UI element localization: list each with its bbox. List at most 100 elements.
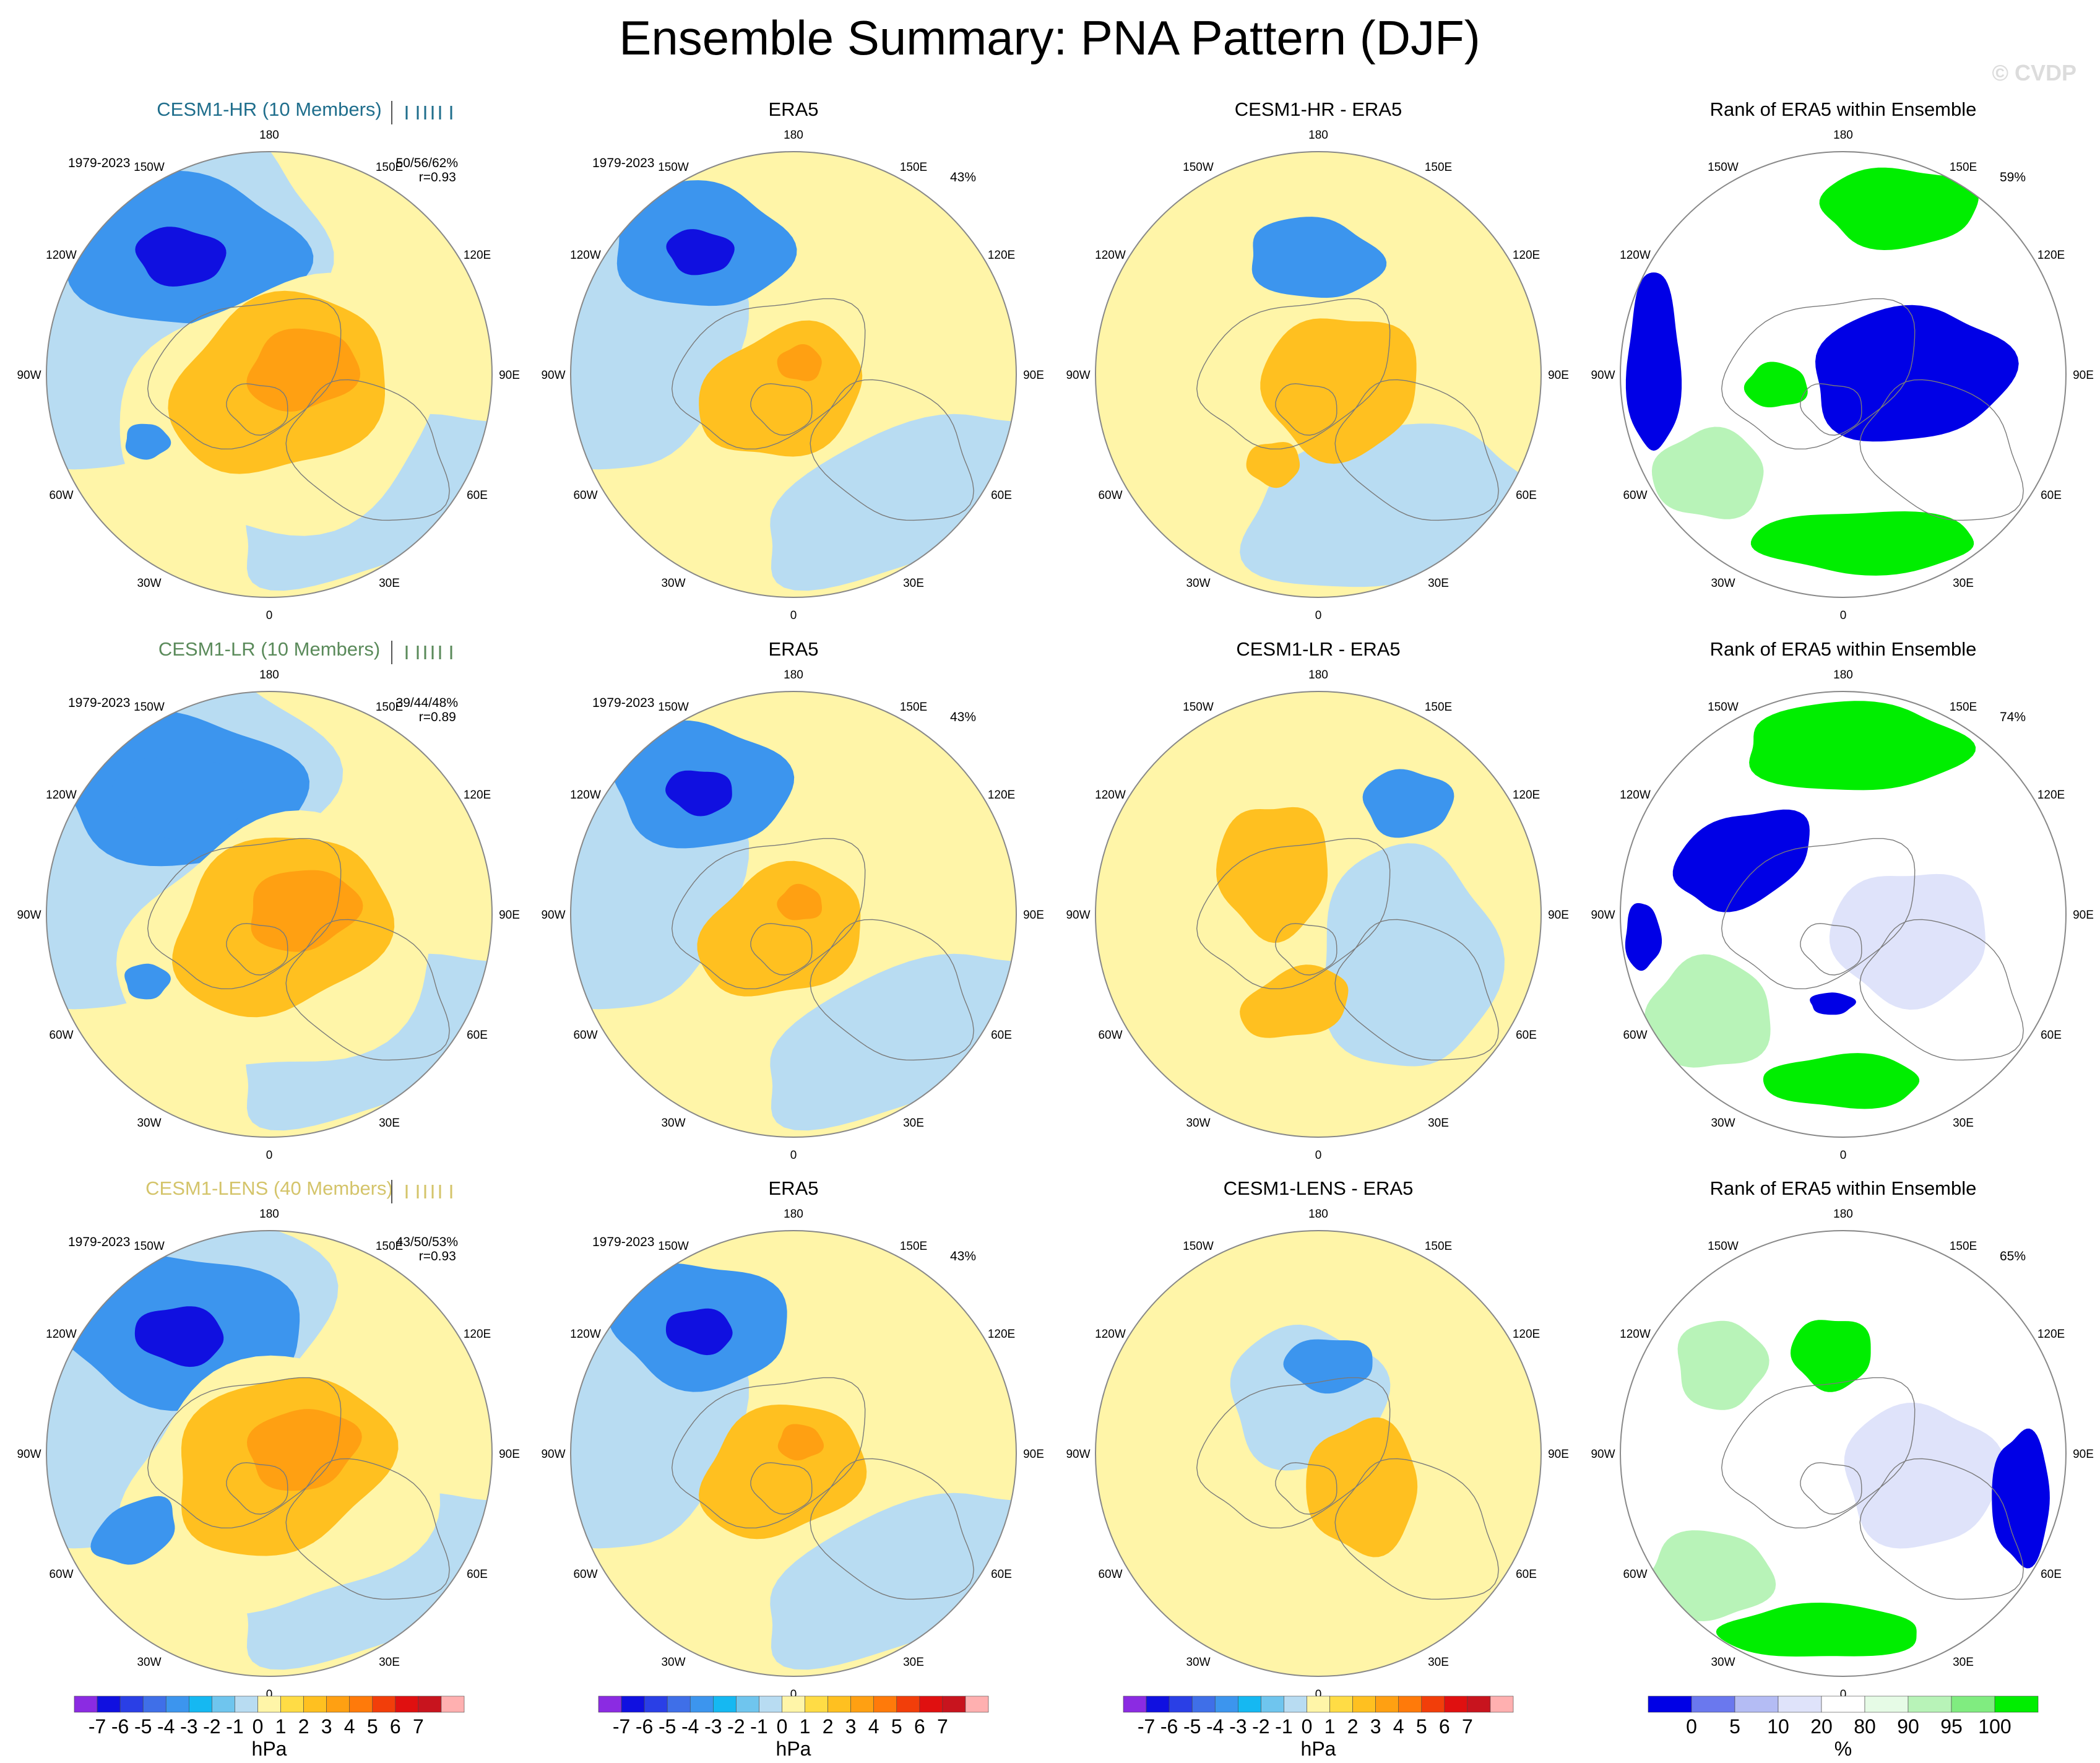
- field-contour: [666, 229, 735, 275]
- lon-label: 0: [266, 1688, 273, 1701]
- colorbar-swatch: [782, 1696, 805, 1713]
- colorbar-label: -7: [613, 1715, 630, 1738]
- colorbar-swatch: [1398, 1696, 1422, 1713]
- colorbar-label: -2: [727, 1715, 745, 1738]
- lon-label: 180: [784, 669, 803, 682]
- lon-label: 150E: [1425, 701, 1452, 714]
- colorbar-label: -2: [203, 1715, 220, 1738]
- lon-label: 60W: [1623, 1568, 1647, 1581]
- lon-label: 90E: [2073, 369, 2094, 382]
- lon-label: 90E: [499, 1448, 520, 1461]
- colorbar-label: 100: [1978, 1715, 2011, 1738]
- lon-label: 120W: [1620, 249, 1651, 262]
- field-contour: [111, 757, 244, 841]
- lon-label: 150E: [900, 1240, 927, 1253]
- lon-label: 30E: [903, 1117, 924, 1130]
- map-field: [1095, 152, 1541, 597]
- colorbar-swatch: [395, 1696, 419, 1713]
- panel-title: ERA5: [769, 1177, 819, 1199]
- colorbar-swatch: [1951, 1696, 1995, 1713]
- lon-label: 30W: [1186, 1656, 1210, 1669]
- lon-label: 60W: [1098, 1568, 1122, 1581]
- panel-rank-row2: Rank of ERA5 within Ensemble 180 150E 120E 9…: [1591, 638, 2093, 1162]
- lon-label: 60W: [573, 1568, 597, 1581]
- colorbar-swatch: [97, 1696, 121, 1713]
- colorbar-swatch: [1648, 1696, 1692, 1713]
- lon-label: 90W: [541, 1448, 565, 1461]
- lon-label: 30W: [1711, 1117, 1735, 1130]
- lon-label: 90E: [499, 909, 520, 922]
- lon-label: 150W: [658, 1240, 689, 1253]
- ensemble-stats: 39/44/48%: [396, 696, 458, 710]
- colorbar-label: 4: [344, 1715, 355, 1738]
- panel-title: Rank of ERA5 within Ensemble: [1710, 1177, 1977, 1199]
- lon-label: 60E: [467, 489, 488, 502]
- lon-label: 150W: [134, 701, 165, 714]
- colorbar-label: 5: [1729, 1715, 1740, 1738]
- colorbar-label: -7: [1138, 1715, 1155, 1738]
- colorbar-swatch: [644, 1696, 668, 1713]
- colorbar-unit: hPa: [1301, 1738, 1336, 1760]
- lon-label: 0: [1315, 1688, 1322, 1701]
- lon-label: 30E: [1428, 577, 1449, 590]
- colorbar-label: 1: [800, 1715, 811, 1738]
- colorbar-swatch: [919, 1696, 943, 1713]
- coastline-eurasia: [285, 379, 450, 521]
- field-contour: [1677, 1320, 1769, 1410]
- colorbar-label: -3: [180, 1715, 197, 1738]
- lon-label: 30W: [137, 1656, 161, 1669]
- lon-label: 150E: [900, 701, 927, 714]
- colorbar-swatch: [326, 1696, 350, 1713]
- map-boundary: [1620, 1230, 2067, 1677]
- field-contour: [135, 227, 227, 287]
- lon-label: 0: [1315, 609, 1322, 622]
- coastline-greenland: [1275, 923, 1337, 976]
- coastline: [1721, 838, 1916, 990]
- coastline: [671, 838, 866, 990]
- period-label: 1979-2023: [68, 696, 130, 710]
- colorbar-swatch: [188, 1696, 212, 1713]
- lon-label: 90E: [1023, 1448, 1044, 1461]
- colorbar-swatch: [372, 1696, 396, 1713]
- lon-label: 30E: [379, 1117, 400, 1130]
- lon-label: 150W: [1708, 161, 1739, 174]
- lon-label: 120E: [1513, 249, 1540, 262]
- panel-diff-row1: CESM1-HR - ERA5 180 150E 120E 90E 60E 30E 0 30W 6…: [1066, 98, 1568, 622]
- panel-title: CESM1-LR - ERA5: [1236, 638, 1400, 660]
- colorbar-label: -1: [750, 1715, 767, 1738]
- lon-label: 120W: [46, 1328, 77, 1341]
- colorbar-swatch: [1467, 1696, 1491, 1713]
- lon-label: 90W: [541, 909, 565, 922]
- field-contour: [134, 1306, 224, 1367]
- coastline-eurasia: [810, 379, 974, 521]
- colorbar-swatch: [1821, 1696, 1865, 1713]
- colorbar-swatch: [1146, 1696, 1170, 1713]
- lon-label: 180: [1833, 669, 1853, 682]
- coastline: [1721, 298, 1916, 450]
- period-label: 1979-2023: [592, 696, 654, 710]
- main-title: Ensemble Summary: PNA Pattern (DJF): [619, 11, 1480, 65]
- lon-label: 30W: [137, 577, 161, 590]
- lon-label: 150E: [1950, 701, 1977, 714]
- field-contour: [1749, 701, 1976, 791]
- panel-title: Rank of ERA5 within Ensemble: [1710, 638, 1977, 660]
- lon-label: 120E: [2037, 1328, 2065, 1341]
- colorbar-hpa-2: -7 -6 -5 -4 -3 -2 -1 0 1 2 3 4 5 6 7 hPa: [598, 1696, 989, 1760]
- map-field: [1620, 691, 2066, 1137]
- colorbar-label: 7: [413, 1715, 424, 1738]
- colorbar-label: 5: [891, 1715, 902, 1738]
- colorbar-label: -1: [1275, 1715, 1292, 1738]
- field-contour: [699, 320, 863, 457]
- colorbar-swatch: [873, 1696, 897, 1713]
- lon-label: 150E: [900, 161, 927, 174]
- lon-label: 60W: [49, 1568, 73, 1581]
- lon-label: 30E: [1953, 1117, 1974, 1130]
- colorbar-swatch: [1908, 1696, 1952, 1713]
- colorbar-swatch: [850, 1696, 875, 1713]
- coastline-eurasia: [285, 919, 450, 1061]
- panel-obs-row1: ERA5 180 150E 120E 90E 60E 30E 0 30W 60W 90W 120W 15…: [541, 98, 1044, 622]
- panel-title: ERA5: [769, 98, 819, 120]
- period-label: 1979-2023: [68, 156, 130, 170]
- colorbar-label: -3: [704, 1715, 722, 1738]
- colorbar-label: 4: [1393, 1715, 1404, 1738]
